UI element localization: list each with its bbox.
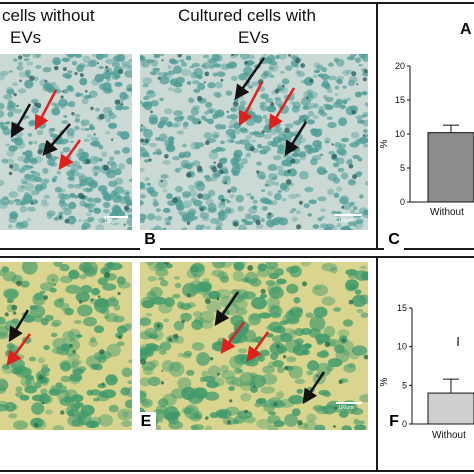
frame-mid-line-bottom	[0, 256, 474, 258]
panel-letter-c: C	[384, 230, 404, 250]
arrow-red-6	[220, 321, 246, 355]
header-left-line1: cells without	[2, 6, 95, 25]
panel-letter-f: F	[384, 412, 404, 432]
scale-bar-label-top-left: 100μm	[104, 219, 120, 225]
arrow-black-2	[42, 123, 71, 156]
arrow-red-5	[6, 333, 32, 367]
micrograph-top-left	[0, 54, 132, 230]
arrow-red-7	[246, 331, 270, 363]
header-middle-line1: Cultured cells with	[178, 6, 316, 25]
scale-bar-bottom-middle	[336, 402, 362, 404]
frame-top-line	[0, 2, 474, 4]
frame-divider-top	[376, 2, 378, 250]
arrow-red-2	[58, 139, 82, 171]
scale-bar-label-top-middle: 100μm	[338, 218, 354, 224]
chart-bottom-ylabel: %	[379, 377, 390, 386]
arrow-black-3	[234, 57, 266, 101]
arrow-red-1	[34, 89, 58, 131]
bar-chart-top: % Without 0 5 10 15 20	[379, 61, 474, 218]
y-tick-label: 10	[395, 129, 405, 139]
bar	[427, 132, 474, 203]
scale-bar-top-middle	[334, 214, 362, 216]
chart-top-category: Without	[430, 207, 464, 218]
arrow-black-5	[8, 309, 30, 343]
header-corner-letter: A	[460, 21, 472, 38]
y-tick-label: 20	[395, 61, 405, 71]
y-tick-label: 0	[402, 419, 407, 429]
micrograph-bottom-left	[0, 262, 132, 430]
frame-divider-bottom	[376, 256, 378, 472]
arrow-black-4	[284, 121, 308, 157]
arrow-red-4	[268, 87, 296, 131]
frame-bottom-line	[0, 470, 474, 472]
chart-bottom-marker: I	[456, 334, 460, 349]
chart-top-ylabel: %	[379, 139, 390, 148]
chart-bottom-category: Without	[432, 430, 466, 441]
scale-bar-top-left	[104, 216, 128, 218]
y-tick-label: 10	[397, 342, 407, 352]
arrow-black-6	[214, 291, 240, 327]
arrow-red-3	[238, 81, 264, 127]
panel-letter-b: B	[140, 230, 160, 250]
scale-bar-label-bottom-middle: 100μm	[338, 405, 354, 411]
bar	[427, 392, 474, 425]
y-tick-label: 5	[402, 380, 407, 390]
bar-chart-bottom: % Without I 0 5 10 15	[379, 303, 474, 441]
arrow-black-7	[302, 371, 326, 405]
y-tick-label: 0	[400, 197, 405, 207]
y-tick-label: 5	[400, 163, 405, 173]
arrow-black-1	[10, 103, 32, 139]
header-middle-line2: EVs	[238, 28, 270, 47]
panel-letter-e: E	[136, 412, 156, 432]
y-tick-label: 15	[395, 95, 405, 105]
header-left-line2: EVs	[10, 28, 42, 47]
micrograph-top-middle	[140, 54, 368, 230]
frame-mid-line-top	[0, 248, 474, 250]
y-tick-label: 15	[397, 303, 407, 313]
